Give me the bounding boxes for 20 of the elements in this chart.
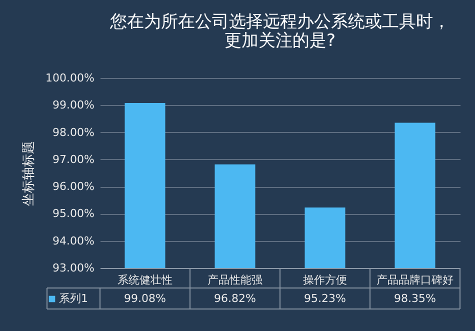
y-tick-label: 96.00% (52, 180, 94, 194)
y-tick-label: 99.00% (52, 98, 94, 112)
text: 更加关注的是? (224, 31, 336, 51)
y-tick-label: 93.00% (52, 262, 94, 274)
y-tick-label: 98.00% (52, 126, 94, 139)
y-tick-label: 100.00% (46, 72, 94, 84)
y-tick-label: 95.00% (52, 207, 94, 220)
data-label: 98.35% (394, 292, 436, 305)
data-label: 99.08% (124, 292, 166, 305)
legend-label: 系列1 (59, 292, 88, 305)
x-tick-label: 系统健壮性 (118, 274, 172, 286)
y-axis-title: 坐标轴标题 (22, 141, 37, 206)
y-tick-label: 97.00% (52, 152, 94, 166)
y-tick-label: 94.00% (52, 234, 94, 248)
x-tick-label: 操作方便 (303, 274, 347, 286)
data-label: 95.23% (304, 292, 346, 305)
text: 您在为所在公司选择远程办公系统或工具时， (110, 12, 450, 32)
x-tick-label: 产品性能强 (208, 274, 262, 286)
data-label: 96.82% (214, 292, 256, 305)
x-tick-label: 产品品牌口碑好 (376, 274, 454, 286)
